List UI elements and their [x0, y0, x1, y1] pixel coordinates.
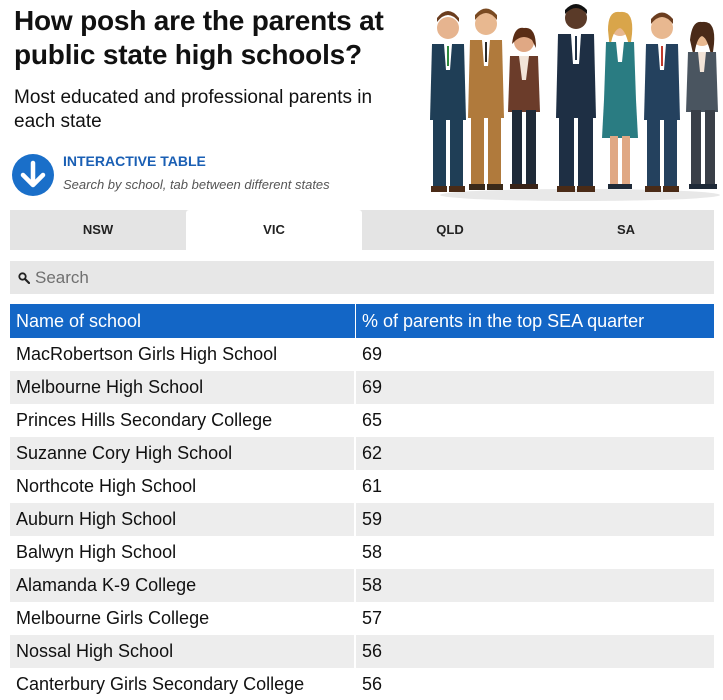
schools-table: Name of school % of parents in the top S… — [10, 304, 714, 700]
search-icon — [18, 271, 31, 289]
state-tabs: NSW VIC QLD SA — [10, 210, 714, 250]
school-name-cell: Alamanda K-9 College — [10, 569, 356, 602]
school-name-cell: Melbourne Girls College — [10, 602, 356, 635]
percent-cell: 58 — [362, 542, 383, 562]
column-header-percent[interactable]: % of parents in the top SEA quarter — [362, 311, 645, 331]
table-row: Melbourne Girls College 57 — [10, 602, 714, 635]
table-row: Melbourne High School 69 — [10, 371, 714, 404]
cta-label: INTERACTIVE TABLE — [63, 153, 206, 169]
table-row: Auburn High School 59 — [10, 503, 714, 536]
page-subtitle: Most educated and professional parents i… — [14, 87, 373, 132]
school-name-cell: Melbourne High School — [10, 371, 356, 404]
table-row: Northcote High School 61 — [10, 470, 714, 503]
percent-cell: 56 — [362, 641, 383, 661]
school-name-cell: Princes Hills Secondary College — [10, 404, 356, 437]
table-body: MacRobertson Girls High School 69 Melbou… — [10, 338, 714, 700]
school-name-cell: MacRobertson Girls High School — [10, 338, 356, 371]
table-row: MacRobertson Girls High School 69 — [10, 338, 714, 371]
percent-cell: 69 — [362, 377, 383, 397]
table-row: Canterbury Girls Secondary College 56 — [10, 668, 714, 700]
table-row: Nossal High School 56 — [10, 635, 714, 668]
percent-cell: 61 — [362, 476, 383, 496]
table-row: Balwyn High School 58 — [10, 536, 714, 569]
school-name-cell: Auburn High School — [10, 503, 356, 536]
page-title: How posh are the parents at public state… — [14, 5, 384, 70]
percent-cell: 58 — [362, 575, 383, 595]
percent-cell: 57 — [362, 608, 383, 628]
percent-cell: 69 — [362, 344, 383, 364]
percent-cell: 65 — [362, 410, 383, 430]
table-row: Alamanda K-9 College 58 — [10, 569, 714, 602]
percent-cell: 56 — [362, 674, 383, 694]
school-name-cell: Suzanne Cory High School — [10, 437, 356, 470]
search-bar — [10, 261, 714, 294]
percent-cell: 59 — [362, 509, 383, 529]
tab-sa[interactable]: SA — [616, 222, 636, 237]
school-name-cell: Northcote High School — [10, 470, 356, 503]
tab-vic[interactable]: VIC — [186, 210, 362, 250]
percent-cell: 62 — [362, 443, 383, 463]
table-header: Name of school % of parents in the top S… — [10, 304, 714, 338]
group-of-parents-illustration — [420, 0, 723, 205]
cta-sub: Search by school, tab between different … — [63, 177, 330, 192]
table-row: Princes Hills Secondary College 65 — [10, 404, 714, 437]
school-name-cell: Nossal High School — [10, 635, 356, 668]
column-header-school[interactable]: Name of school — [10, 304, 356, 338]
tab-nsw[interactable]: NSW — [82, 222, 114, 237]
tab-qld[interactable]: QLD — [436, 222, 464, 237]
table-row: Suzanne Cory High School 62 — [10, 437, 714, 470]
school-name-cell: Canterbury Girls Secondary College — [10, 668, 356, 700]
arrow-down-circle-icon — [12, 154, 54, 196]
search-input[interactable] — [35, 261, 705, 294]
school-name-cell: Balwyn High School — [10, 536, 356, 569]
article-header: How posh are the parents at public state… — [0, 0, 723, 205]
